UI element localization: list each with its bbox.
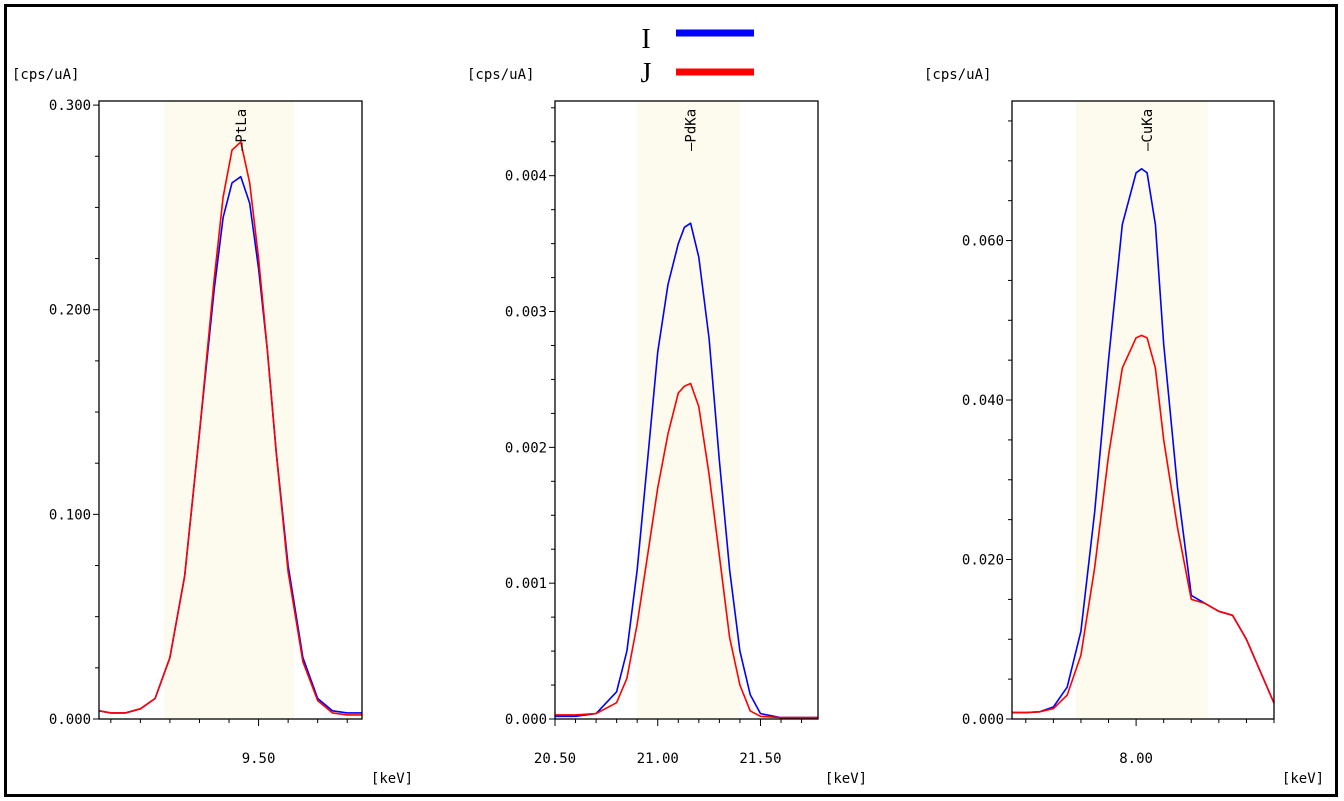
x-tick-label: 8.00 (1119, 751, 1153, 767)
y-tick-label: 0.001 (505, 576, 547, 592)
y-tick-label: 0.200 (49, 303, 91, 319)
y-axis-label: [cps/uA] (12, 67, 79, 83)
y-tick-label: 0.040 (962, 393, 1004, 409)
plot-area-border (98, 100, 363, 720)
x-tick-label: 21.50 (739, 751, 781, 767)
y-axis-label: [cps/uA] (467, 67, 534, 83)
series-line-J (98, 141, 362, 716)
y-tick-label: 0.002 (505, 440, 547, 456)
x-tick-label: 21.00 (637, 751, 679, 767)
y-tick-label: 0.020 (962, 553, 1004, 569)
x-tick-label: 9.50 (242, 751, 276, 767)
peak-label: —PdKa (684, 109, 700, 151)
y-tick-label: 0.000 (505, 712, 547, 728)
x-axis-label: [keV] (371, 771, 413, 787)
roi-band (637, 101, 740, 719)
series-line-I (555, 222, 818, 719)
y-tick-label: 0.003 (505, 305, 547, 321)
y-tick-label: 0.004 (505, 169, 547, 185)
spectrum-panels: 0.000 0.100 0.200 0.300 9.50 [cps/uA] [keV] —Pt… (12, 67, 1324, 787)
legend-label-I: I (641, 24, 650, 55)
plot-area-border (554, 100, 819, 720)
panel-1: 0.000 0.100 0.200 0.300 9.50 [cps/uA] [keV] —Pt… (12, 67, 413, 787)
roi-band (1075, 101, 1208, 719)
plot-area-border (1011, 100, 1275, 720)
y-tick-label: 0.000 (962, 712, 1004, 728)
y-tick-label: 0.060 (962, 234, 1004, 250)
legend: IJ (641, 24, 754, 89)
y-tick-label: 0.100 (49, 507, 91, 523)
y-axis-label: [cps/uA] (924, 67, 991, 83)
legend-label-J: J (641, 58, 652, 89)
peak-label: —PtLa (234, 109, 250, 151)
x-tick-label: 20.50 (534, 751, 576, 767)
y-tick-label: 0.300 (49, 98, 91, 114)
series-line-J (555, 382, 818, 719)
x-axis-label: [keV] (1282, 771, 1324, 787)
y-tick-label: 0.000 (49, 712, 91, 728)
peak-label: —CuKa (1140, 109, 1156, 151)
series-line-J (1012, 334, 1275, 714)
panel-3: 0.000 0.020 0.040 0.060 8.00 [cps/uA] [keV] —Cu… (924, 67, 1324, 787)
panel-2: 0.000 0.001 0.002 0.003 0.004 20.50 21.00 21.50… (467, 67, 867, 787)
x-axis-label: [keV] (825, 771, 867, 787)
